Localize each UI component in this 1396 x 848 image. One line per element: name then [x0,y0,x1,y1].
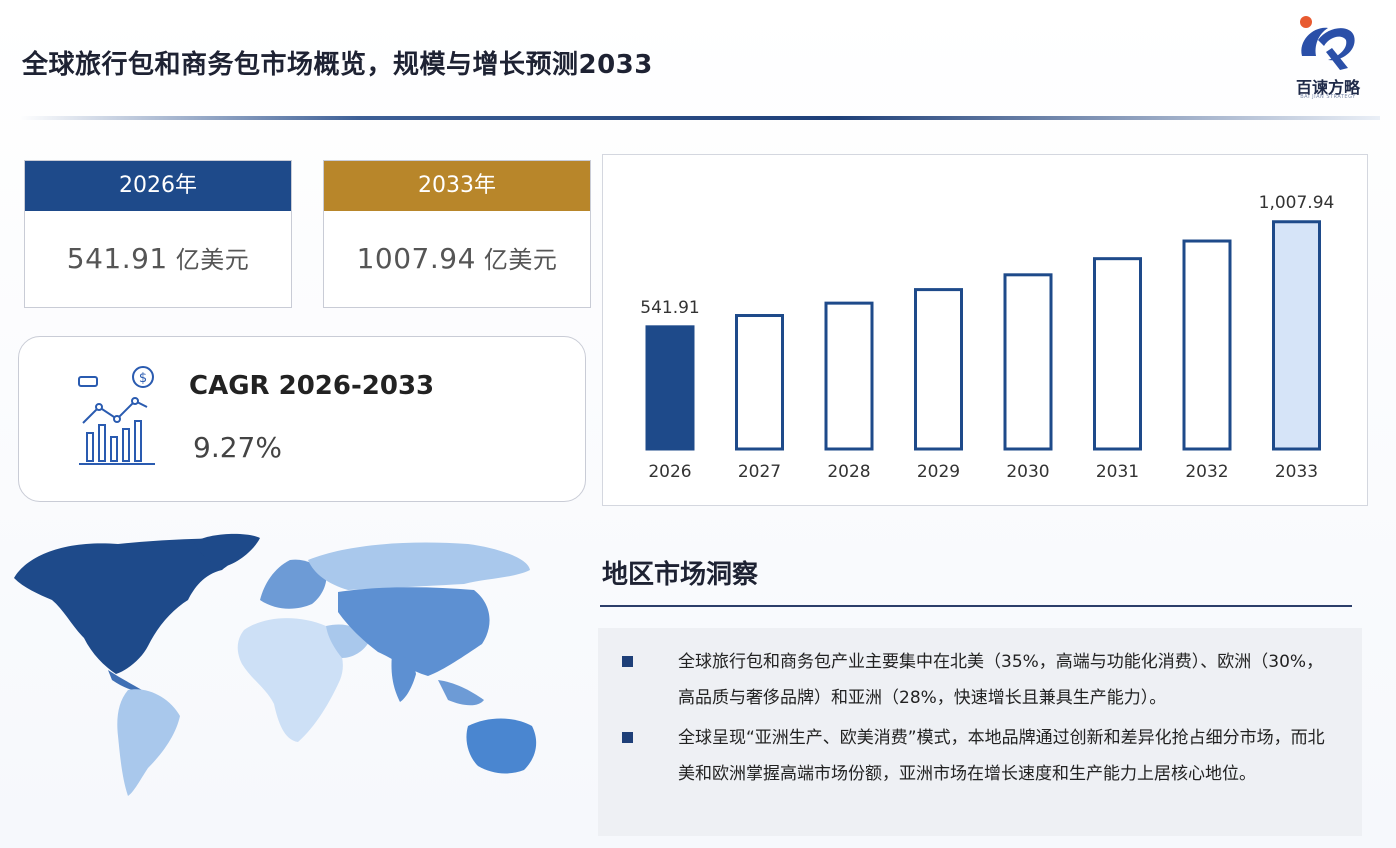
bar-2027 [735,314,784,451]
kpi-value: 1007.94 亿美元 [324,211,590,307]
bar-2029 [914,288,963,451]
bar-chart-svg: 2026 2027 2028 2029 2030 2031 2032 2033 541.91 1,… [640,193,1335,482]
map-south-america [117,689,180,796]
map-central-america [108,670,142,691]
cagr-value: 9.27% [193,431,282,464]
kpi-card-2026: 2026年 541.91 亿美元 [24,160,292,308]
map-greenland [194,533,260,568]
data-label: 1,007.94 [1259,193,1335,213]
map-asia [338,587,490,676]
x-tick-label: 2028 [827,462,870,482]
bar-2028 [824,301,874,451]
x-tick-label: 2030 [1006,462,1049,482]
bullet-icon [622,732,633,743]
logo-text: 百谏方略 [1295,78,1360,97]
market-size-chart: 2026 2027 2028 2029 2030 2031 2032 2033 541.91 1,… [602,154,1368,506]
map-india [391,654,416,702]
kpi-number: 541.91 [66,242,168,275]
cagr-card: $ CAGR 2026-2033 9.27% [18,336,586,502]
x-tick-label: 2031 [1096,462,1139,482]
x-tick-label: 2029 [917,462,960,482]
region-insights-panel: 全球旅行包和商务包产业主要集中在北美（35%，高端与功能化消费）、欧洲（30%，… [598,628,1362,836]
x-tick-label: 2026 [648,462,691,482]
kpi-number: 1007.94 [356,242,476,275]
bar-2026 [645,325,695,451]
x-tick-label: 2033 [1275,462,1318,482]
map-north-asia [308,542,530,590]
svg-text:$: $ [139,371,147,386]
insight-item: 全球呈现“亚洲生产、欧美消费”模式，本地品牌通过创新和差异化抢占细分市场，而北美… [678,728,1325,784]
growth-chart-icon: $ [78,366,155,465]
kpi-unit: 亿美元 [175,246,250,274]
logo-subtext: BAI JIAN STRATEGY [1300,94,1356,100]
map-southeast-asia [438,680,484,706]
kpi-year-label: 2026年 [25,161,291,211]
bar-2031 [1093,257,1142,451]
region-divider [600,605,1352,607]
brand-logo: 百谏方略 BAI JIAN STRATEGY [1288,12,1368,100]
data-label: 541.91 [640,298,699,318]
bar-2032 [1182,239,1232,451]
map-europe [260,559,327,609]
x-tick-label: 2027 [738,462,781,482]
map-australia [466,718,537,774]
logo-mark-icon [1300,16,1355,70]
kpi-year-label: 2033年 [324,161,590,211]
bullet-icon [622,656,633,667]
bar-2033 [1272,220,1321,451]
page-title: 全球旅行包和商务包市场概览，规模与增长预测2033 [22,50,653,80]
bar-2030 [1003,273,1053,451]
world-map [14,533,537,796]
kpi-card-2033: 2033年 1007.94 亿美元 [323,160,591,308]
kpi-value: 541.91 亿美元 [25,211,291,307]
kpi-unit: 亿美元 [483,246,558,274]
region-insights-title: 地区市场洞察 [602,560,759,590]
map-north-america [14,538,251,674]
insight-item: 全球旅行包和商务包产业主要集中在北美（35%，高端与功能化消费）、欧洲（30%，… [678,652,1324,708]
map-africa [237,618,343,742]
cagr-label: CAGR 2026-2033 [189,371,435,401]
title-divider [20,116,1380,120]
x-tick-label: 2032 [1185,462,1228,482]
